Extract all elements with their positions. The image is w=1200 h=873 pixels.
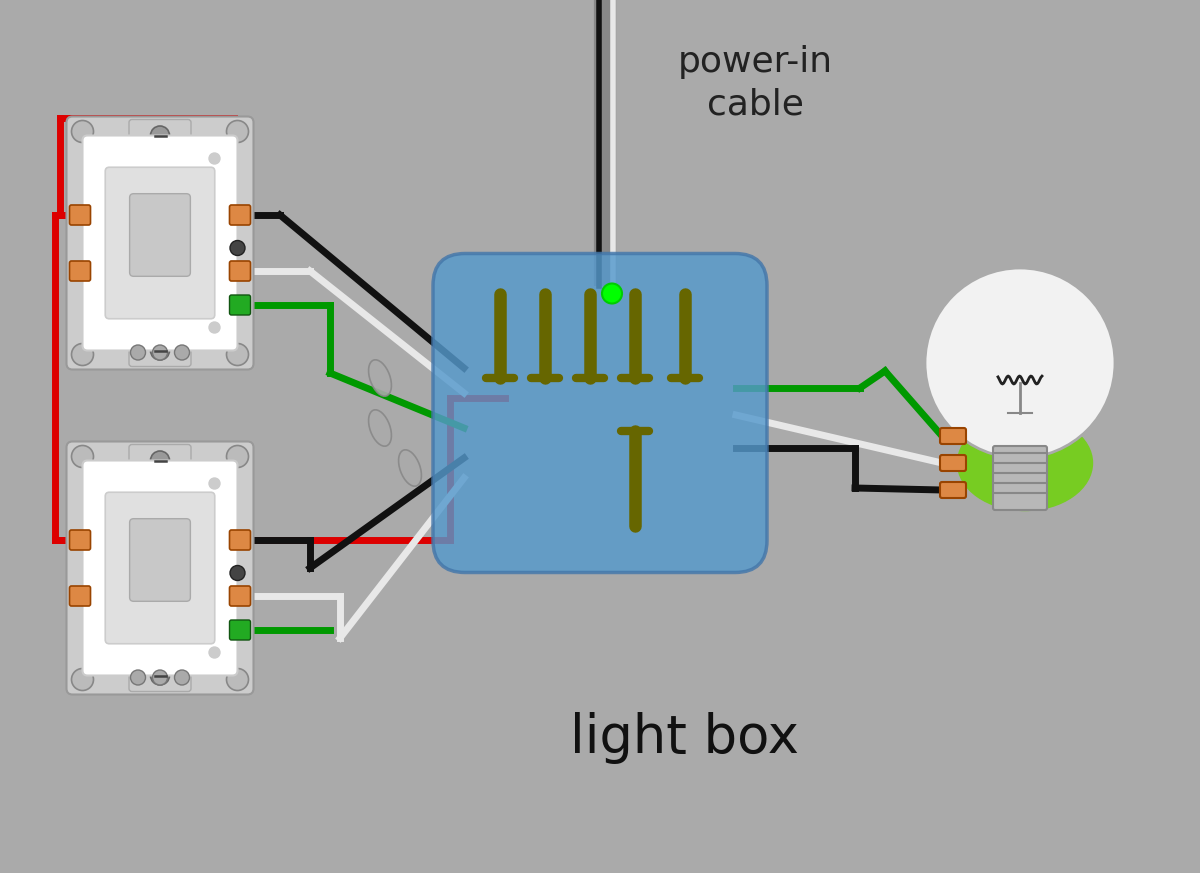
Circle shape <box>72 343 94 366</box>
FancyBboxPatch shape <box>130 659 191 691</box>
Ellipse shape <box>398 450 421 486</box>
FancyBboxPatch shape <box>229 295 251 315</box>
Circle shape <box>602 284 622 304</box>
FancyBboxPatch shape <box>229 620 251 640</box>
FancyBboxPatch shape <box>229 261 251 281</box>
FancyBboxPatch shape <box>433 253 767 573</box>
FancyBboxPatch shape <box>83 460 238 676</box>
Circle shape <box>230 566 245 581</box>
Circle shape <box>131 670 145 685</box>
Circle shape <box>925 268 1115 458</box>
FancyBboxPatch shape <box>70 205 90 225</box>
FancyBboxPatch shape <box>66 442 253 695</box>
Circle shape <box>209 322 220 333</box>
FancyBboxPatch shape <box>940 428 966 444</box>
Ellipse shape <box>368 360 391 396</box>
FancyBboxPatch shape <box>70 586 90 606</box>
FancyBboxPatch shape <box>70 261 90 281</box>
FancyBboxPatch shape <box>66 116 253 369</box>
FancyBboxPatch shape <box>940 482 966 498</box>
FancyBboxPatch shape <box>229 205 251 225</box>
Circle shape <box>227 445 248 468</box>
Circle shape <box>209 478 220 489</box>
Circle shape <box>152 670 168 685</box>
Circle shape <box>150 341 169 360</box>
Circle shape <box>174 670 190 685</box>
Circle shape <box>152 345 168 360</box>
Circle shape <box>209 647 220 658</box>
Circle shape <box>227 343 248 366</box>
Circle shape <box>227 669 248 691</box>
FancyBboxPatch shape <box>130 120 191 152</box>
FancyBboxPatch shape <box>229 586 251 606</box>
Text: power-in
cable: power-in cable <box>678 45 833 121</box>
Circle shape <box>72 669 94 691</box>
FancyBboxPatch shape <box>130 194 191 277</box>
FancyBboxPatch shape <box>106 168 215 319</box>
FancyBboxPatch shape <box>83 135 238 350</box>
Circle shape <box>150 126 169 145</box>
FancyBboxPatch shape <box>106 492 215 643</box>
Circle shape <box>227 120 248 142</box>
Ellipse shape <box>368 409 391 446</box>
Circle shape <box>174 345 190 360</box>
FancyBboxPatch shape <box>130 444 191 477</box>
Circle shape <box>72 445 94 468</box>
FancyBboxPatch shape <box>130 519 191 601</box>
Circle shape <box>72 120 94 142</box>
FancyBboxPatch shape <box>229 530 251 550</box>
Circle shape <box>230 240 245 256</box>
Circle shape <box>150 451 169 470</box>
FancyBboxPatch shape <box>130 334 191 367</box>
FancyBboxPatch shape <box>70 530 90 550</box>
Ellipse shape <box>958 416 1092 511</box>
FancyBboxPatch shape <box>994 446 1046 510</box>
Circle shape <box>150 666 169 685</box>
FancyBboxPatch shape <box>940 455 966 471</box>
Text: light box: light box <box>570 712 799 764</box>
Circle shape <box>209 153 220 164</box>
Circle shape <box>131 345 145 360</box>
